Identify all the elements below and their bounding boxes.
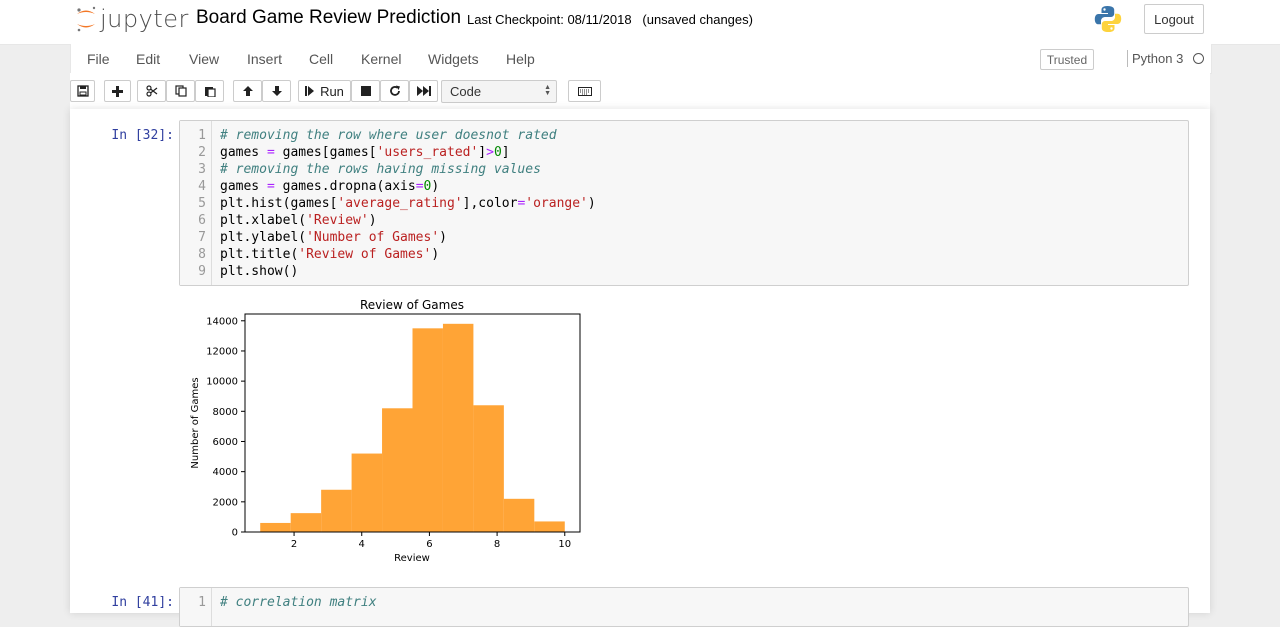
stop-icon [360,86,371,96]
jupyter-logo[interactable]: jupyter [75,4,189,34]
menu-insert[interactable]: Insert [247,51,283,67]
menu-widgets[interactable]: Widgets [428,51,479,67]
x-tick-label: 4 [359,539,365,550]
histogram-bar [321,489,352,532]
histogram-bar [260,522,291,532]
y-axis-label: Number of Games [190,377,201,468]
restart-run-all-button[interactable] [409,80,438,102]
y-tick-label: 10000 [206,377,238,388]
fast-forward-icon [416,86,431,96]
code-text: games = games.dropna(axis=0) [220,179,440,194]
histogram-bar [351,453,383,532]
command-palette-button[interactable] [568,80,601,102]
histogram-bar [290,513,322,532]
interrupt-button[interactable] [351,80,380,102]
kernel-name[interactable]: Python 3 [1132,51,1184,66]
chart-title: Review of Games [360,298,464,312]
kernel-divider [1127,50,1128,67]
select-arrows-icon: ▲ ▼ [544,84,551,97]
cell-prompt: In [41]: [111,595,174,610]
x-axis-label: Review [394,553,430,564]
cell-type-value: Code [450,84,482,99]
y-tick-label: 12000 [206,346,238,357]
histogram-chart: Review of Games 2 4 6 8 10 0 2000 4000 6000 8000… [190,298,581,564]
plus-icon [112,85,123,97]
restart-kernel-button[interactable] [380,80,409,102]
toolbar: Run Code ▲ ▼ [70,73,1210,109]
checkpoint-status: Last Checkpoint: 08/11/2018 (unsaved cha… [467,12,753,27]
plot-frame [244,313,581,533]
checkpoint-text: Last Checkpoint: 08/11/2018 [467,12,632,27]
python-logo-icon [1094,6,1122,32]
x-tick-label: 10 [558,539,571,550]
code-text: # correlation matrix [220,595,377,610]
notebook-title[interactable]: Board Game Review Prediction [196,7,462,28]
insert-cell-button[interactable] [104,80,131,102]
run-button[interactable]: Run [298,80,351,102]
header-bar: jupyter Board Game Review Prediction Las… [0,0,1280,45]
menu-view[interactable]: View [189,51,220,67]
histogram-bar [503,498,535,532]
trusted-badge[interactable]: Trusted [1040,49,1094,70]
y-tick-label: 4000 [213,467,238,478]
arrow-down-icon [271,86,282,96]
code-text: plt.xlabel('Review') [220,213,377,228]
cut-button[interactable] [137,80,166,102]
menu-help[interactable]: Help [506,51,535,67]
code-cell-editor[interactable]: 1 # correlation matrix [179,587,1189,627]
cell-type-select[interactable]: Code ▲ ▼ [441,80,557,103]
save-icon [76,85,89,97]
code-cell-editor[interactable]: 1 # removing the row where user doesnot r… [179,120,1189,286]
bars-group [260,323,565,532]
copy-button[interactable] [166,80,195,102]
y-tick-label: 2000 [213,497,238,508]
code-text: plt.title('Review of Games') [220,247,440,262]
paste-button[interactable] [195,80,224,102]
y-tick-label: 0 [232,528,238,539]
x-tick-label: 2 [291,539,297,550]
logo-text: jupyter [100,5,189,33]
arrow-up-icon [242,86,253,96]
menu-bar: File Edit View Insert Cell Kernel Widget… [70,44,1212,74]
move-down-button[interactable] [262,80,291,102]
line-number-gutter [180,121,212,285]
copy-icon [174,85,187,97]
logout-button[interactable]: Logout [1144,4,1204,34]
scissors-icon [145,85,157,97]
x-tick-label: 6 [426,539,432,550]
save-button[interactable] [70,80,95,102]
y-tick-label: 14000 [206,316,238,327]
code-text: # removing the row where user doesnot ra… [220,128,557,143]
run-label: Run [320,83,344,99]
histogram-bar [412,328,443,532]
step-forward-icon [305,86,315,96]
x-tick-label: 8 [494,539,500,550]
cell-prompt: In [32]: [111,128,174,143]
histogram-bar [442,323,474,532]
menu-edit[interactable]: Edit [136,51,161,67]
menu-kernel[interactable]: Kernel [361,51,402,67]
histogram-bar [473,405,504,532]
histogram-bar [382,408,413,532]
jupyter-logo-icon [77,6,96,32]
kernel-idle-icon [1193,53,1204,64]
code-text: games = games[games['users_rated']>0] [220,145,510,160]
unsaved-status: (unsaved changes) [642,12,753,27]
menu-cell[interactable]: Cell [309,51,334,67]
code-text: plt.hist(games['average_rating'],color='… [220,196,596,211]
restart-icon [389,85,400,96]
y-tick-label: 6000 [213,437,238,448]
y-ticks-group: 0 2000 4000 6000 8000 10000 12000 14000 [206,316,245,539]
histogram-bar [534,521,565,532]
code-text: plt.ylabel('Number of Games') [220,230,447,245]
keyboard-icon [577,86,592,96]
x-ticks-group: 2 4 6 8 10 [291,532,571,550]
menu-file[interactable]: File [87,51,110,67]
paste-icon [204,87,216,97]
move-up-button[interactable] [233,80,262,102]
y-tick-label: 8000 [213,407,238,418]
code-text: plt.show() [220,264,299,279]
code-text: # removing the rows having missing value… [220,162,541,177]
